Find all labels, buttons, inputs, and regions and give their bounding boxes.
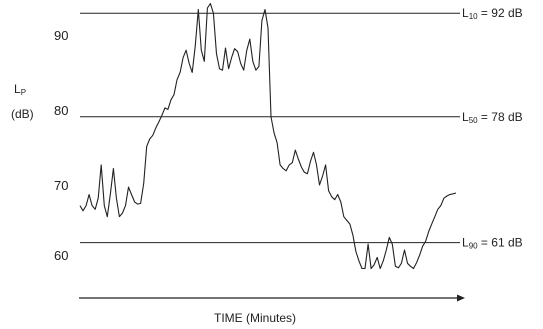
y-tick-label: 70 [54,178,68,193]
x-axis-label: TIME (Minutes) [214,311,296,325]
reference-label-l90: L90 = 61 dB [462,236,523,251]
sound-level-trace [79,3,457,270]
y-axis-unit: (dB) [11,107,34,121]
time-axis-arrowhead [457,294,465,302]
y-tick-label: 80 [54,103,68,118]
reference-label-l10: L10 = 92 dB [462,6,523,21]
y-tick-label: 90 [54,28,68,43]
y-tick-label: 60 [54,248,68,263]
reference-label-l50: L50 = 78 dB [462,110,523,125]
y-axis-label: LP [14,82,26,97]
